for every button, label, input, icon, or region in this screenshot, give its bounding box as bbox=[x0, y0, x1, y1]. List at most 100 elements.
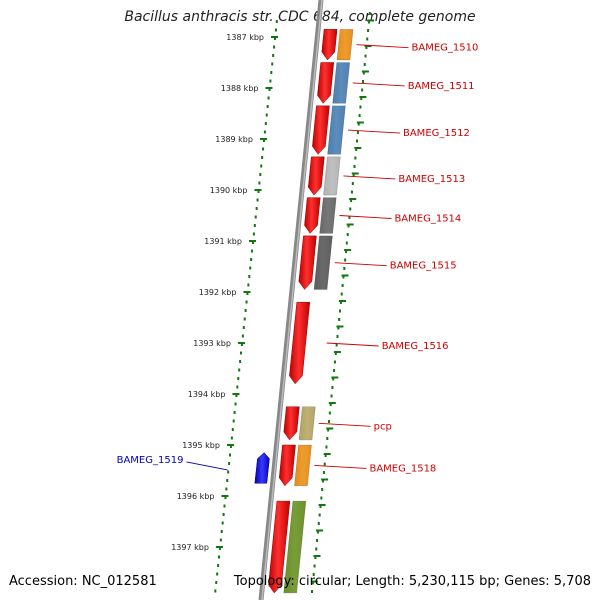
scale-dot bbox=[363, 63, 366, 66]
gene-label: BAMEG_1512 bbox=[403, 128, 470, 139]
scale-dot bbox=[319, 505, 322, 508]
scale-dot bbox=[274, 37, 276, 40]
scale-tick-major bbox=[331, 376, 339, 379]
gene-leader-line bbox=[343, 175, 396, 180]
scale-dot bbox=[347, 224, 350, 228]
scale-tick-major bbox=[248, 240, 256, 242]
scale-dot bbox=[232, 419, 235, 423]
gene-label: BAMEG_1519 bbox=[117, 455, 184, 466]
gene-arrow bbox=[289, 301, 311, 385]
scale-tick-major bbox=[354, 147, 362, 149]
scale-dot bbox=[258, 181, 261, 185]
scale-dot bbox=[313, 564, 316, 568]
scale-dot bbox=[323, 462, 326, 466]
scale-dot bbox=[344, 258, 347, 262]
scale-dot bbox=[314, 556, 317, 559]
gene-leader-line bbox=[334, 262, 387, 267]
scale-dot bbox=[262, 147, 265, 151]
scale-tick-major bbox=[265, 87, 273, 89]
scale-dot bbox=[230, 436, 233, 440]
scale-tick-major bbox=[237, 342, 245, 344]
scale-dot bbox=[219, 538, 222, 542]
gene-band-shade bbox=[332, 62, 350, 104]
scale-dot bbox=[334, 352, 337, 355]
scale-dot bbox=[240, 343, 243, 346]
scale-dot bbox=[228, 462, 231, 465]
scale-dot bbox=[336, 335, 339, 338]
gene-label: BAMEG_1516 bbox=[382, 341, 449, 352]
scale-tick-major bbox=[333, 351, 341, 353]
gene-arrow bbox=[278, 444, 296, 487]
scale-label: 1395 kbp bbox=[182, 441, 220, 450]
gene-label: BAMEG_1514 bbox=[394, 214, 461, 225]
scale-dot bbox=[231, 428, 234, 431]
gene-leader-line bbox=[186, 461, 228, 471]
gene-arrow bbox=[283, 406, 300, 441]
scale-dot bbox=[267, 96, 270, 100]
scale-tick-major bbox=[359, 96, 367, 98]
scale-dot bbox=[270, 71, 273, 74]
gene-band-shade bbox=[283, 501, 306, 593]
scale-dot bbox=[251, 249, 254, 253]
scale-dot bbox=[342, 275, 345, 279]
scale-dot bbox=[225, 487, 228, 491]
gene-band-shade bbox=[299, 406, 316, 440]
scale-dot bbox=[220, 530, 223, 533]
scale-dot bbox=[247, 283, 250, 287]
scale-dot bbox=[273, 45, 276, 49]
gene-label: BAMEG_1518 bbox=[369, 463, 436, 474]
scale-dot bbox=[349, 207, 352, 211]
scale-tick-major bbox=[339, 300, 346, 302]
gene-arrow bbox=[298, 235, 317, 290]
scale-dot bbox=[238, 368, 241, 372]
gene-arrow-reverse bbox=[254, 452, 270, 484]
scale-dot bbox=[217, 564, 220, 567]
scale-dot bbox=[254, 215, 257, 219]
scale-dot bbox=[226, 479, 229, 482]
scale-dot bbox=[353, 165, 356, 168]
scale-dot bbox=[337, 326, 340, 330]
gene-arrow bbox=[308, 156, 325, 196]
gene-label: BAMEG_1511 bbox=[408, 81, 475, 92]
gene-band-shade bbox=[319, 197, 337, 234]
scale-label: 1396 kbp bbox=[177, 492, 215, 501]
scale-label: 1389 kbp bbox=[215, 135, 253, 144]
scale-label: 1387 kbp bbox=[226, 33, 264, 42]
scale-tick-major bbox=[221, 495, 229, 497]
scale-dot bbox=[333, 369, 336, 372]
scale-tick-major bbox=[316, 529, 324, 532]
scale-dot bbox=[340, 292, 343, 296]
scale-tick-major bbox=[336, 325, 344, 328]
scale-tick-major bbox=[254, 189, 262, 191]
scale-tick-major bbox=[215, 546, 223, 548]
scale-dot bbox=[362, 71, 365, 75]
gene-label: pcp bbox=[374, 421, 392, 432]
tick-layer: 1387 kbp 1388 kbp 1389 kbp 1390 kbp 1391 kbp… bbox=[171, 12, 375, 593]
scale-dot bbox=[239, 360, 242, 363]
scale-dot bbox=[316, 539, 319, 542]
scale-dot bbox=[235, 394, 238, 397]
scale-dot bbox=[327, 428, 330, 432]
scale-dot bbox=[249, 266, 252, 270]
scale-dot bbox=[237, 377, 240, 380]
scale-dot bbox=[326, 437, 329, 440]
gene-leader-line bbox=[347, 129, 401, 134]
map-title: Bacillus anthracis str. CDC 684, complet… bbox=[124, 9, 476, 25]
scale-dot bbox=[251, 241, 254, 244]
scale-dot bbox=[354, 156, 357, 160]
gene-layer bbox=[254, 29, 338, 594]
label-layer: BAMEG_1510 BAMEG_1511 BAMEG_1512 BAMEG_1513… bbox=[117, 43, 479, 475]
scale-dot bbox=[218, 547, 221, 550]
scale-dot bbox=[216, 572, 219, 576]
scale-dot bbox=[359, 105, 362, 109]
scale-dot bbox=[262, 139, 265, 142]
scale-dot bbox=[255, 207, 258, 210]
scale-dot bbox=[343, 267, 346, 270]
gene-leader-line bbox=[356, 44, 409, 49]
scale-tick-major bbox=[232, 393, 240, 395]
scale-tick-major bbox=[313, 555, 321, 557]
scale-dot bbox=[317, 522, 320, 525]
gene-arrow bbox=[321, 29, 338, 61]
scale-dot bbox=[311, 581, 314, 585]
scale-dot bbox=[356, 131, 359, 134]
